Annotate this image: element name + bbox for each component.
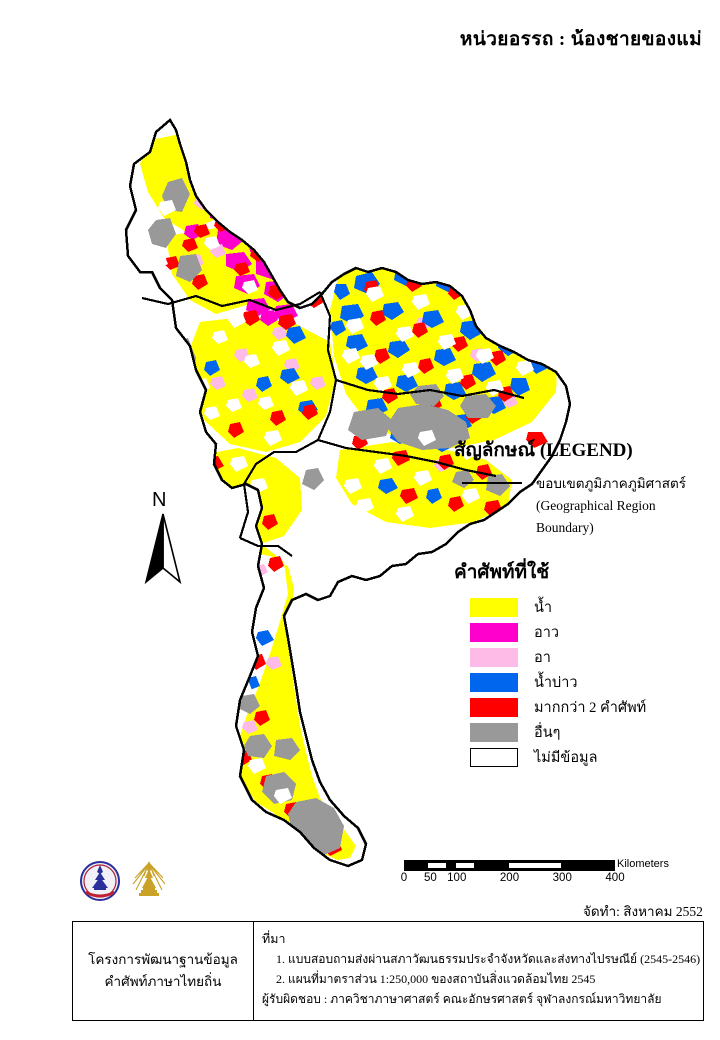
legend-boundary-label-en-1: (Geographical Region	[536, 498, 656, 513]
legend-item-label: ไม่มีข้อมูล	[534, 750, 598, 766]
legend-item-label: น้ำ	[534, 600, 553, 616]
scale-bar-tick: 50	[423, 872, 437, 884]
legend-title: สัญลักษณ์ (LEGEND)	[454, 440, 633, 461]
legend-item-label: น้ำบ่าว	[534, 675, 578, 691]
production-date: จัดทำ: สิงหาคม 2552	[583, 904, 703, 919]
north-arrow-label: N	[152, 489, 167, 511]
legend-boundary-label-en-2: Boundary)	[536, 520, 594, 535]
legend-color-swatch	[470, 598, 518, 617]
legend-boundary-label-th: ขอบเขตภูมิภาคภูมิศาสตร์	[536, 476, 687, 491]
scale-bar-tick: 200	[499, 872, 520, 884]
legend-color-swatch	[470, 748, 518, 767]
legend-item: ไม่มีข้อมูล	[440, 745, 712, 770]
chulalongkorn-university-logo	[130, 858, 168, 904]
legend-color-swatch	[470, 648, 518, 667]
source-item: 1. แบบสอบถามส่งผ่านสภาวัฒนธรรมประจำจังหว…	[276, 952, 701, 966]
legend-boundary-line-swatch	[462, 482, 522, 484]
legend-item: มากกว่า 2 คำศัพท์	[440, 695, 712, 720]
legend-item: น้ำ	[440, 595, 712, 620]
scale-bar-tick: 400	[605, 872, 625, 884]
legend-item-label: อื่นๆ	[534, 725, 561, 741]
scale-bar-tick: 0	[400, 872, 408, 884]
info-box: โครงการพัฒนาฐานข้อมูล คำศัพท์ภาษาไทยถิ่น…	[72, 921, 704, 1021]
region-boundary-lines	[141, 291, 525, 557]
logo-group	[78, 858, 168, 910]
scale-bar-tick: 300	[552, 872, 572, 884]
project-name-cell: โครงการพัฒนาฐานข้อมูล คำศัพท์ภาษาไทยถิ่น	[73, 922, 254, 1020]
legend-boundary-item: ขอบเขตภูมิภาคภูมิศาสตร์ (Geographical Re…	[440, 473, 712, 539]
thailand-choropleth-map	[0, 60, 720, 920]
north-arrow-icon	[144, 513, 182, 584]
scale-bar-units-label: Kilometers	[617, 858, 669, 870]
legend-item: อา	[440, 645, 712, 670]
source-heading: ที่มา	[262, 932, 286, 946]
legend-item: อื่นๆ	[440, 720, 712, 745]
legend-item-label: อาว	[534, 625, 559, 641]
north-arrow: N	[140, 490, 200, 585]
source-list: 1. แบบสอบถามส่งผ่านสภาวัฒนธรรมประจำจังหว…	[262, 949, 703, 989]
project-line-1: โครงการพัฒนาฐานข้อมูล	[88, 952, 238, 967]
vocabulary-legend-title: คำศัพท์ที่ใช้	[454, 562, 550, 583]
legend-color-swatch	[470, 723, 518, 742]
legend-item-label: อา	[534, 650, 551, 666]
sources-cell: ที่มา 1. แบบสอบถามส่งผ่านสภาวัฒนธรรมประจ…	[254, 922, 703, 1020]
project-line-2: คำศัพท์ภาษาไทยถิ่น	[104, 974, 222, 989]
scale-bar-ticks: 0 50 100 200 300 400	[400, 872, 634, 888]
legend-item-label: มากกว่า 2 คำศัพท์	[534, 700, 647, 716]
page-title: หน่วยอรรถ : น้องชายของแม่	[459, 29, 702, 50]
scale-bar-graphic	[404, 860, 615, 871]
legend: สัญลักษณ์ (LEGEND) ขอบเขตภูมิภาคภูมิศาสต…	[440, 435, 712, 770]
vocabulary-legend-list: น้ำอาวอาน้ำบ่าวมากกว่า 2 คำศัพท์อื่นๆไม่…	[440, 595, 712, 770]
scale-bar-tick: 100	[447, 872, 467, 884]
scale-bar: Kilometers 0 50 100 200 300 400	[400, 858, 704, 888]
source-item: 2. แผนที่มาตราส่วน 1:250,000 ของสถาบันสิ…	[276, 972, 596, 986]
legend-color-swatch	[470, 673, 518, 692]
legend-color-swatch	[470, 698, 518, 717]
legend-color-swatch	[470, 623, 518, 642]
responsible-party: ผู้รับผิดชอบ : ภาควิชาภาษาศาสตร์ คณะอักษ…	[262, 992, 662, 1006]
legend-item: อาว	[440, 620, 712, 645]
legend-item: น้ำบ่าว	[440, 670, 712, 695]
ministry-seal-logo	[78, 858, 122, 904]
